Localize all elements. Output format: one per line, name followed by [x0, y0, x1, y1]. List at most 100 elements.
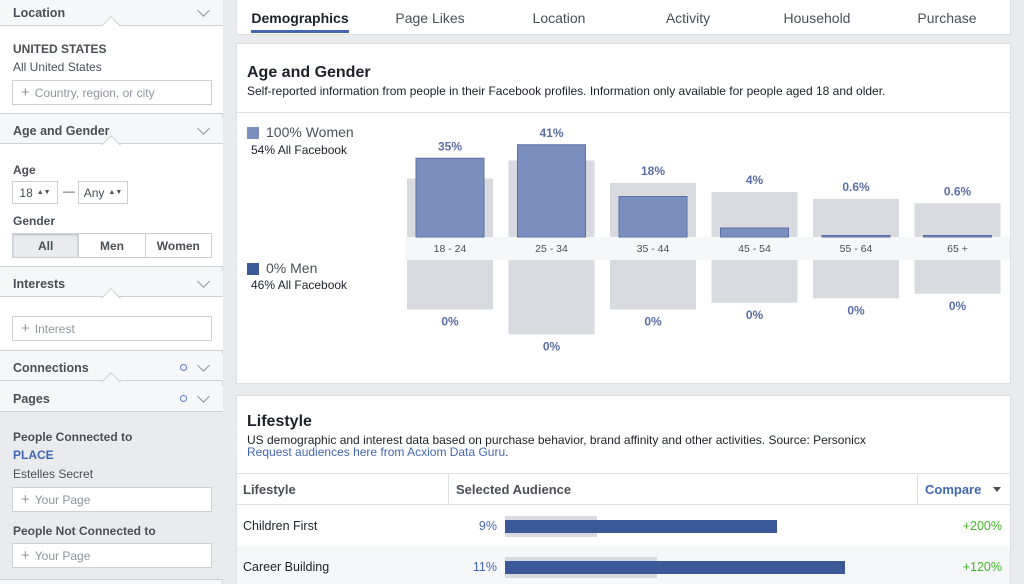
age-tick-label: 45 - 54	[738, 243, 771, 255]
tab-page-likes[interactable]: Page Likes	[395, 9, 465, 26]
chevron-down-icon[interactable]	[197, 274, 210, 288]
gender-all-button[interactable]: All	[13, 234, 80, 257]
chevron-down-icon[interactable]	[197, 389, 210, 403]
age-gender-section-header[interactable]: Age and Gender	[0, 118, 223, 144]
location-input[interactable]: + Country, region, or city	[12, 80, 212, 105]
your-page-placeholder-2: Your Page	[34, 548, 91, 563]
men-legend-swatch	[247, 263, 259, 275]
men-data-label: 0%	[441, 315, 459, 329]
not-connected-page-input[interactable]: + Your Page	[12, 543, 212, 568]
plus-icon: +	[21, 491, 30, 508]
men-all-facebook-bar	[813, 260, 899, 299]
pages-section-body: People Connected to PLACE Estelles Secre…	[0, 412, 223, 580]
women-all-facebook: 54% All Facebook	[251, 143, 348, 157]
place-label: PLACE	[13, 448, 54, 462]
chevron-down-icon[interactable]	[197, 358, 210, 372]
age-tick-label: 55 - 64	[840, 243, 873, 255]
updown-arrows-icon: ▲▼	[36, 189, 51, 196]
pages-section-header[interactable]: Pages	[0, 386, 223, 412]
men-data-label: 0%	[746, 308, 764, 322]
col-selected-audience: Selected Audience	[456, 482, 572, 497]
women-data-label: 0.6%	[842, 180, 870, 194]
age-gender-title: Age and Gender	[247, 64, 371, 81]
tab-household[interactable]: Household	[783, 9, 851, 26]
interests-section-header[interactable]: Interests	[0, 271, 223, 297]
column-divider	[917, 474, 918, 505]
women-all-facebook-bar	[914, 203, 1001, 237]
women-data-label: 0.6%	[944, 184, 972, 198]
men-all-facebook-bar	[407, 260, 493, 310]
chevron-down-icon[interactable]	[197, 121, 210, 135]
lifestyle-table-header: Lifestyle Selected Audience Compare	[237, 473, 1010, 505]
women-data-label: 41%	[539, 126, 563, 140]
men-data-label: 0%	[644, 315, 662, 329]
lifestyle-title: Lifestyle	[247, 413, 312, 430]
gender-women-button[interactable]: Women	[145, 234, 211, 257]
age-max-select[interactable]: Any ▲▼	[78, 181, 128, 204]
interest-input[interactable]: + Interest	[12, 316, 212, 341]
age-gender-subtitle: Self-reported information from people in…	[247, 84, 886, 98]
women-bar	[415, 157, 485, 238]
age-min-value: 18	[19, 185, 33, 200]
age-gender-header-label: Age and Gender	[13, 123, 110, 138]
age-label: Age	[13, 163, 36, 177]
targeting-sidebar: Location UNITED STATES All United States…	[0, 0, 223, 584]
women-data-label: 35%	[438, 139, 462, 153]
men-data-label: 0%	[847, 303, 865, 317]
lifestyle-pct: 11%	[472, 559, 497, 574]
plus-icon: +	[21, 547, 30, 564]
plus-icon: +	[21, 320, 30, 337]
pages-header-label: Pages	[13, 391, 50, 406]
tab-purchase[interactable]: Purchase	[917, 9, 977, 26]
people-connected-label: People Connected to	[13, 430, 133, 444]
lifestyle-name: Career Building	[243, 559, 330, 574]
men-data-label: 0%	[543, 339, 561, 353]
age-tick-label: 25 - 34	[535, 243, 568, 255]
connected-page-input[interactable]: + Your Page	[12, 487, 212, 512]
age-gender-chart: 35% 18 - 24 0% 41% 25 - 34 0% 18% 35 - 44 0% 4% 45…	[405, 126, 1010, 353]
tab-activity[interactable]: Activity	[665, 9, 711, 26]
women-data-label: 4%	[746, 173, 764, 187]
divider	[237, 112, 1010, 113]
age-min-select[interactable]: 18 ▲▼	[12, 181, 58, 204]
insights-tabs: Demographics Page Likes Location Activit…	[236, 0, 1011, 35]
men-all-facebook-bar	[508, 260, 595, 335]
men-all-facebook-bar	[711, 260, 798, 303]
location-region: All United States	[13, 60, 102, 74]
women-bar	[821, 235, 891, 238]
interests-header-label: Interests	[13, 276, 66, 291]
women-legend-label: 100% Women	[266, 124, 354, 140]
gender-selector: All Men Women	[12, 233, 212, 258]
audience-bar	[505, 561, 845, 574]
men-all-facebook-bar	[610, 260, 696, 310]
lifestyle-subtitle: US demographic and interest data based o…	[247, 433, 866, 447]
table-row[interactable]: Children First 9% +200%	[237, 505, 1010, 546]
lifestyle-compare: +200%	[962, 518, 1002, 533]
location-input-placeholder: Country, region, or city	[34, 85, 155, 100]
gender-men-button[interactable]: Men	[79, 234, 146, 257]
table-row[interactable]: Career Building 11% +120%	[237, 546, 1010, 584]
interest-input-placeholder: Interest	[34, 321, 75, 336]
tab-demographics[interactable]: Demographics	[251, 0, 349, 35]
link-period: .	[505, 445, 509, 459]
women-legend-swatch	[247, 127, 259, 139]
women-bar	[923, 235, 992, 238]
acxiom-link[interactable]: Request audiences here from Acxiom Data …	[247, 445, 506, 459]
lifestyle-link-line: Request audiences here from Acxiom Data …	[247, 445, 508, 459]
women-bar	[720, 227, 789, 238]
compare-dropdown[interactable]: Compare	[925, 474, 1002, 505]
location-country: UNITED STATES	[13, 42, 107, 56]
men-legend-label: 0% Men	[266, 260, 318, 276]
connected-page-name: Estelles Secret	[13, 467, 94, 481]
age-gender-card: Age and Gender Self-reported information…	[236, 43, 1011, 384]
age-tick-label: 18 - 24	[434, 243, 467, 255]
men-all-facebook-bar	[914, 260, 1001, 294]
caret-down-icon	[993, 487, 1002, 492]
age-tick-label: 35 - 44	[637, 243, 670, 255]
people-not-connected-label: People Not Connected to	[13, 524, 156, 538]
tab-location[interactable]: Location	[532, 9, 586, 26]
chevron-down-icon[interactable]	[197, 3, 210, 17]
age-max-value: Any	[83, 185, 105, 200]
location-section-body: UNITED STATES All United States + Countr…	[0, 26, 223, 114]
connections-header-label: Connections	[13, 360, 89, 375]
